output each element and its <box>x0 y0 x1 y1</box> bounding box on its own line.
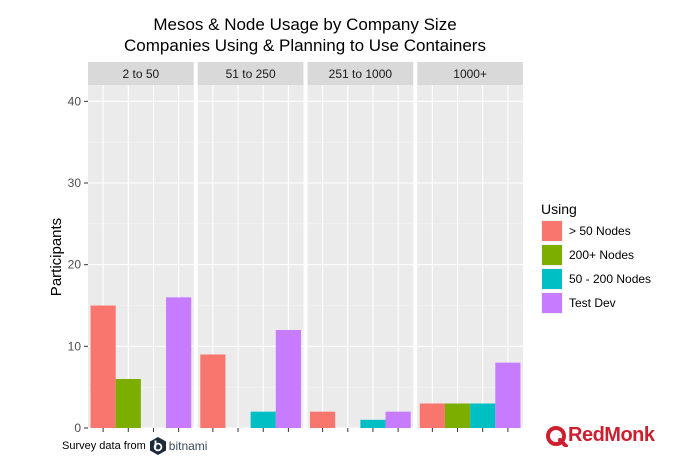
facet-strip-label: 251 to 1000 <box>329 67 393 81</box>
bar <box>250 411 276 428</box>
chart-title-line-2: Companies Using & Planning to Use Contai… <box>124 36 486 55</box>
y-axis: 0 10 20 30 40 <box>68 94 88 435</box>
legend-title: Using <box>541 201 577 217</box>
legend-swatch <box>542 245 562 265</box>
bar <box>115 379 141 428</box>
bitnami-brand-text: bitnami <box>168 439 208 453</box>
facet-panel: 2 to 50 <box>88 62 194 432</box>
y-axis-title: Participants <box>48 218 65 296</box>
facet-strip-label: 2 to 50 <box>123 67 160 81</box>
redmonk-logo-text: RedMonk <box>568 424 655 446</box>
bar <box>90 305 116 428</box>
bar <box>444 403 471 428</box>
legend: Using > 50 Nodes 200+ Nodes 50 - 200 Nodes… <box>541 201 651 314</box>
panel-background <box>307 85 414 428</box>
bar <box>495 362 521 428</box>
bar <box>166 297 192 428</box>
legend-swatch <box>542 221 562 241</box>
redmonk-icon <box>546 425 568 447</box>
facet-strip-label: 1000+ <box>453 67 487 81</box>
bitnami-icon <box>149 437 166 455</box>
bar <box>385 411 411 428</box>
legend-swatch <box>542 269 562 289</box>
facet-strip <box>417 62 523 85</box>
legend-label: 50 - 200 Nodes <box>569 272 651 286</box>
facet-strip <box>307 62 414 85</box>
legend-label: > 50 Nodes <box>569 224 631 238</box>
source-footer: Survey data from bitnami <box>62 437 207 455</box>
bitnami-logo: bitnami <box>149 437 208 455</box>
bar <box>275 330 301 428</box>
legend-label: Test Dev <box>569 296 616 310</box>
source-text: Survey data from <box>62 440 146 452</box>
facet-panel: 1000+ <box>417 62 523 432</box>
bar <box>310 411 336 428</box>
y-tick-label: 40 <box>68 94 82 108</box>
y-tick-label: 10 <box>68 339 82 353</box>
facet-panel: 251 to 1000 <box>307 62 414 432</box>
facet-strip <box>88 62 194 85</box>
facet-strip <box>197 62 304 85</box>
y-tick-label: 0 <box>74 421 81 435</box>
facet-panel: 51 to 250 <box>197 62 304 432</box>
bar <box>360 419 386 428</box>
legend-label: 200+ Nodes <box>569 248 634 262</box>
facet-strip-label: 51 to 250 <box>226 67 276 81</box>
chart-title-line-1: Mesos & Node Usage by Company Size <box>153 15 456 34</box>
bar <box>470 403 496 428</box>
bar <box>419 403 445 428</box>
y-tick-label: 30 <box>68 176 82 190</box>
legend-swatch <box>542 293 562 313</box>
bar <box>200 354 226 428</box>
redmonk-logo: RedMonk <box>546 424 655 447</box>
facet-panels: 2 to 50 51 to 250 251 to 1000 1000+ <box>88 62 523 432</box>
y-tick-label: 20 <box>68 258 82 272</box>
